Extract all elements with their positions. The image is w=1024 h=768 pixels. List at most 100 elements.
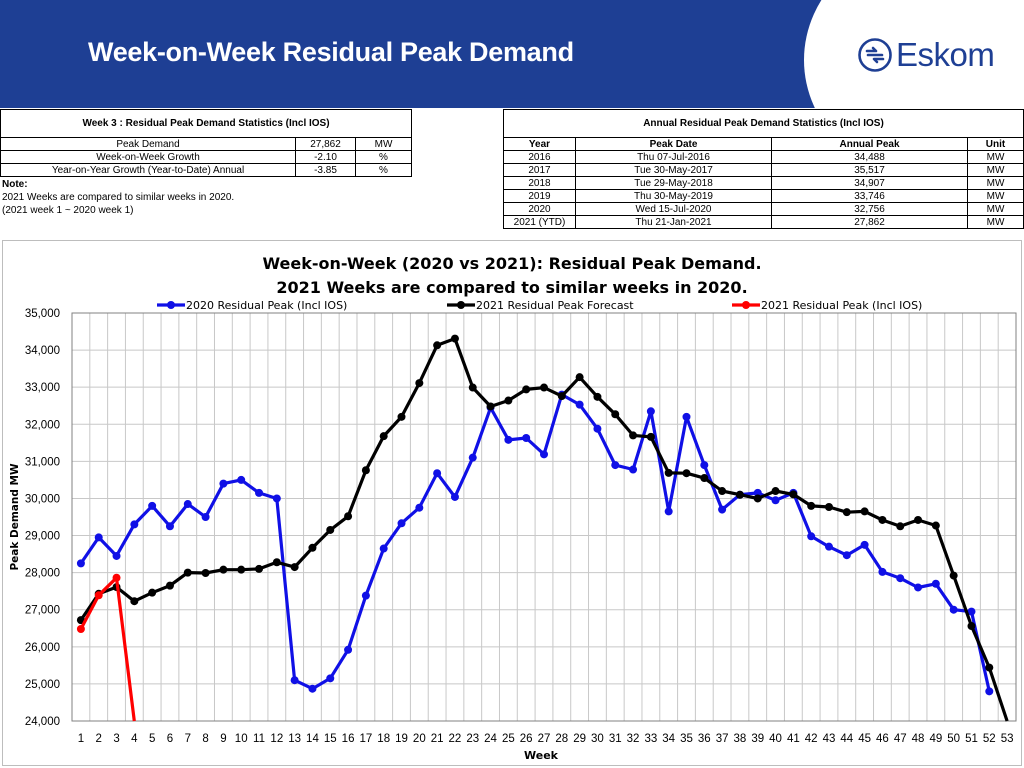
cell-unit: MW [967, 215, 1024, 229]
x-tick-label: 38 [734, 733, 747, 745]
y-tick-label: 24,000 [25, 716, 60, 728]
y-tick-label: 25,000 [25, 679, 60, 691]
header-banner: Week-on-Week Residual Peak Demand Eskom [0, 0, 1024, 108]
data-point [985, 687, 994, 696]
data-point [397, 519, 406, 528]
legend-label: 2021 Residual Peak Forecast [476, 299, 634, 312]
x-tick-label: 21 [431, 733, 444, 745]
data-point [646, 407, 655, 416]
x-tick-label: 20 [413, 733, 426, 745]
data-point [914, 515, 923, 524]
x-tick-label: 6 [167, 733, 173, 745]
data-point [931, 521, 940, 530]
data-point [664, 507, 673, 516]
data-point [201, 513, 210, 521]
table-row: 2018 Tue 29-May-2018 34,907 MW [503, 176, 1024, 190]
data-point [842, 508, 851, 517]
table-row: Week-on-Week Growth -2.10 % [0, 150, 412, 164]
data-point [629, 465, 638, 474]
y-tick-label: 34,000 [25, 345, 60, 357]
note-title: Note: [2, 179, 28, 190]
data-point [183, 500, 192, 509]
y-tick-label: 26,000 [25, 642, 60, 654]
week-stats-caption: Week 3 : Residual Peak Demand Statistics… [0, 109, 412, 138]
data-point [611, 461, 620, 470]
data-point [165, 522, 174, 531]
x-tick-label: 17 [359, 733, 372, 745]
legend-label: 2021 Residual Peak (Incl IOS) [761, 299, 922, 312]
x-tick-label: 10 [235, 733, 248, 745]
data-point [824, 502, 833, 511]
x-tick-label: 44 [840, 733, 853, 745]
annual-stats-table: Annual Residual Peak Demand Statistics (… [503, 109, 1024, 229]
x-tick-label: 43 [823, 733, 836, 745]
series-2021-residual-peak-line [79, 576, 136, 722]
x-tick-label: 12 [270, 733, 283, 745]
data-point [255, 488, 264, 497]
data-point [130, 597, 139, 606]
x-tick-label: 19 [395, 733, 408, 745]
data-point [76, 559, 85, 568]
x-tick-label: 33 [644, 733, 657, 745]
data-point [753, 494, 762, 503]
x-tick-label: 53 [1001, 733, 1014, 745]
y-tick-label: 31,000 [25, 456, 60, 468]
data-point [949, 571, 958, 580]
data-point [112, 551, 121, 560]
data-point [433, 341, 442, 350]
note-line: 2021 Weeks are compared to similar weeks… [2, 192, 235, 203]
data-point [468, 453, 477, 462]
data-point [700, 474, 709, 483]
data-point [272, 494, 281, 503]
data-point [753, 488, 762, 497]
y-tick-label: 29,000 [25, 531, 60, 543]
chart-title: Week-on-Week (2020 vs 2021): Residual Pe… [262, 254, 762, 273]
x-tick-label: 9 [220, 733, 226, 745]
data-point [789, 490, 798, 499]
x-tick-label: 51 [965, 733, 978, 745]
logo-text: Eskom [896, 36, 995, 73]
x-tick-label: 14 [306, 733, 319, 745]
legend-swatch-marker [457, 301, 465, 309]
x-tick-label: 37 [716, 733, 729, 745]
data-point [468, 383, 477, 392]
page-title: Week-on-Week Residual Peak Demand [88, 37, 574, 67]
series-2021-forecast-line [79, 337, 1009, 722]
data-point [415, 503, 424, 512]
data-point [504, 396, 513, 405]
legend-label: 2020 Residual Peak (Incl IOS) [186, 299, 347, 312]
data-point [219, 479, 228, 488]
table-row: 2016 Thu 07-Jul-2016 34,488 MW [503, 150, 1024, 164]
data-point [94, 591, 103, 600]
table-row: 2020 Wed 15-Jul-2020 32,756 MW [503, 202, 1024, 216]
x-tick-label: 25 [502, 733, 515, 745]
table-row: 2019 Thu 30-May-2019 33,746 MW [503, 189, 1024, 203]
x-tick-label: 45 [858, 733, 871, 745]
data-point [290, 563, 299, 572]
x-tick-label: 13 [288, 733, 301, 745]
data-point [646, 432, 655, 441]
y-tick-label: 30,000 [25, 493, 60, 505]
x-tick-label: 26 [520, 733, 533, 745]
data-point [361, 466, 370, 475]
data-point [575, 400, 584, 409]
legend-swatch-marker [167, 301, 175, 309]
data-point [237, 475, 246, 484]
data-point [967, 607, 976, 616]
x-tick-label: 46 [876, 733, 889, 745]
comparison-note: Note: 2021 Weeks are compared to similar… [2, 178, 234, 217]
x-tick-label: 8 [202, 733, 208, 745]
x-tick-label: 31 [609, 733, 622, 745]
x-tick-label: 16 [342, 733, 355, 745]
data-point [522, 385, 531, 394]
x-tick-label: 15 [324, 733, 337, 745]
data-point [807, 501, 816, 510]
x-axis-label: Week [524, 749, 559, 762]
data-point [700, 461, 709, 470]
data-point [433, 469, 442, 478]
x-tick-label: 28 [555, 733, 568, 745]
data-point [860, 540, 869, 549]
eskom-logo: Eskom [858, 36, 995, 76]
x-tick-label: 42 [805, 733, 818, 745]
data-point [379, 544, 388, 553]
